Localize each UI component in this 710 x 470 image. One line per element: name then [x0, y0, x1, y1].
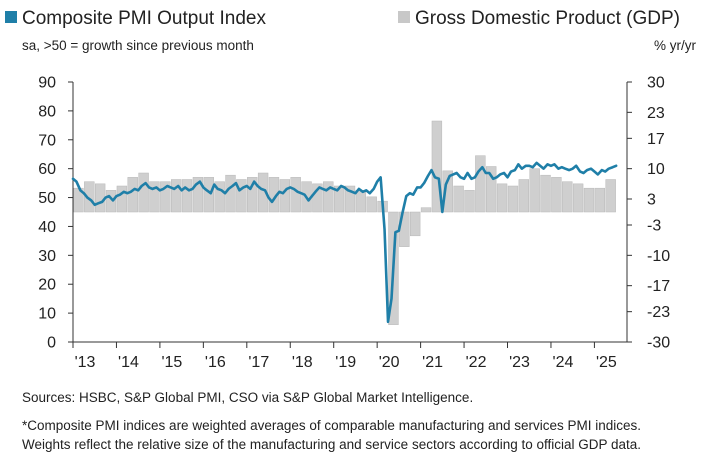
gdp-bar [551, 177, 562, 213]
gdp-bar [344, 185, 356, 213]
gdp-bar [594, 187, 606, 213]
left-axis-tick-label: 0 [47, 335, 56, 352]
gdp-bar [486, 166, 497, 213]
x-axis-tick-label: '21 [422, 354, 443, 371]
gdp-bar [420, 207, 432, 213]
x-axis-tick-label: '14 [118, 354, 139, 371]
gdp-bar [105, 190, 117, 213]
left-axis-tick-label: 60 [38, 161, 56, 178]
gdp-bar [236, 179, 247, 213]
right-axis-tick-label: -3 [647, 218, 661, 235]
legend-swatch-pmi [5, 11, 17, 23]
x-axis-tick-label: '17 [248, 354, 269, 371]
right-axis-subtitle: % yr/yr [654, 38, 696, 53]
legend-label-pmi: Composite PMI Output Index [22, 8, 266, 29]
legend-swatch-gdp [398, 11, 410, 23]
gdp-bar [410, 211, 421, 237]
gdp-bar [442, 170, 453, 213]
legend-item-gdp: Gross Domestic Product (GDP) [398, 8, 680, 30]
gdp-bar [279, 179, 291, 213]
gdp-bar [562, 181, 573, 213]
gdp-bar [583, 187, 595, 213]
right-axis-tick-label: 10 [647, 161, 665, 178]
gdp-bar [323, 181, 334, 213]
gdp-bar [181, 179, 193, 213]
x-axis-tick-label: '23 [509, 354, 530, 371]
gdp-bar [214, 181, 225, 213]
x-axis-tick-label: '19 [335, 354, 356, 371]
x-axis-tick-label: '22 [466, 354, 487, 371]
right-axis-tick-label: 17 [647, 131, 665, 148]
left-axis-tick-label: 20 [38, 277, 56, 294]
left-axis-tick-label: 90 [38, 75, 56, 92]
right-axis-tick-label: -10 [647, 248, 670, 265]
x-axis-tick-label: '25 [596, 354, 617, 371]
x-axis-tick-label: '16 [205, 354, 226, 371]
left-axis-tick-label: 10 [38, 306, 56, 323]
chart-legend: Composite PMI Output Index Gross Domesti… [0, 4, 710, 60]
gdp-bar [138, 172, 149, 213]
legend-item-pmi: Composite PMI Output Index [5, 8, 266, 30]
gdp-bar [496, 183, 508, 213]
gdp-bar [225, 174, 236, 213]
gdp-bar [464, 190, 475, 213]
left-axis-tick-label: 30 [38, 248, 56, 265]
gdp-bar [192, 177, 204, 213]
gdp-bar [268, 177, 280, 213]
left-axis-tick-label: 70 [38, 132, 56, 149]
gdp-bar [127, 177, 138, 213]
sources-note: Sources: HSBC, S&P Global PMI, CSO via S… [22, 390, 474, 405]
gdp-bar [572, 183, 584, 213]
gdp-bar [84, 181, 95, 213]
gdp-bar [605, 179, 616, 213]
gdp-bar [94, 183, 106, 213]
gdp-bar [247, 177, 258, 213]
right-axis-tick-label: 30 [647, 75, 665, 92]
x-axis-tick-label: '15 [161, 354, 182, 371]
gdp-bar [171, 179, 182, 213]
x-axis-tick-label: '24 [553, 354, 574, 371]
x-axis-tick-label: '13 [75, 354, 96, 371]
left-axis-tick-label: 40 [38, 219, 56, 236]
gdp-bar [431, 120, 443, 213]
left-axis-tick-label: 80 [38, 103, 56, 120]
pmi-gdp-chart: 0 10 20 30 40 50 60 70 80 90 -30 -23 -17 -10 -3 3 10 17 23… [38, 75, 670, 372]
right-axis-tick-label: 3 [647, 192, 656, 209]
right-axis-tick-label: -23 [647, 304, 670, 321]
right-axis-tick-label: 23 [647, 105, 665, 122]
methodology-note: *Composite PMI indices are weighted aver… [22, 418, 642, 452]
gdp-bar [453, 185, 464, 213]
gdp-bar [540, 174, 551, 213]
gdp-bar [333, 185, 345, 213]
right-axis-tick-label: -17 [647, 278, 670, 295]
gdp-bar [203, 177, 214, 213]
left-axis-tick-label: 50 [38, 190, 56, 207]
pmi-series-line [71, 161, 618, 324]
right-axis-tick-label: -30 [647, 335, 670, 352]
gdp-bar [355, 190, 367, 213]
gdp-bar [312, 183, 323, 213]
gdp-bar [116, 185, 128, 213]
gdp-bar [290, 177, 301, 213]
legend-label-gdp: Gross Domestic Product (GDP) [415, 8, 680, 29]
x-axis-tick-label: '18 [292, 354, 313, 371]
gdp-bar [257, 172, 269, 213]
gdp-bar [507, 185, 519, 213]
x-axis-tick-label: '20 [379, 354, 400, 371]
gdp-bar [518, 179, 529, 213]
left-axis-subtitle: sa, >50 = growth since previous month [22, 38, 254, 53]
gdp-bar [475, 155, 486, 213]
gdp-bar [160, 181, 171, 213]
chart-footnotes: Sources: HSBC, S&P Global PMI, CSO via S… [22, 388, 692, 454]
gdp-bar [366, 196, 377, 213]
gdp-bar [149, 181, 160, 213]
gdp-bar [529, 168, 540, 213]
